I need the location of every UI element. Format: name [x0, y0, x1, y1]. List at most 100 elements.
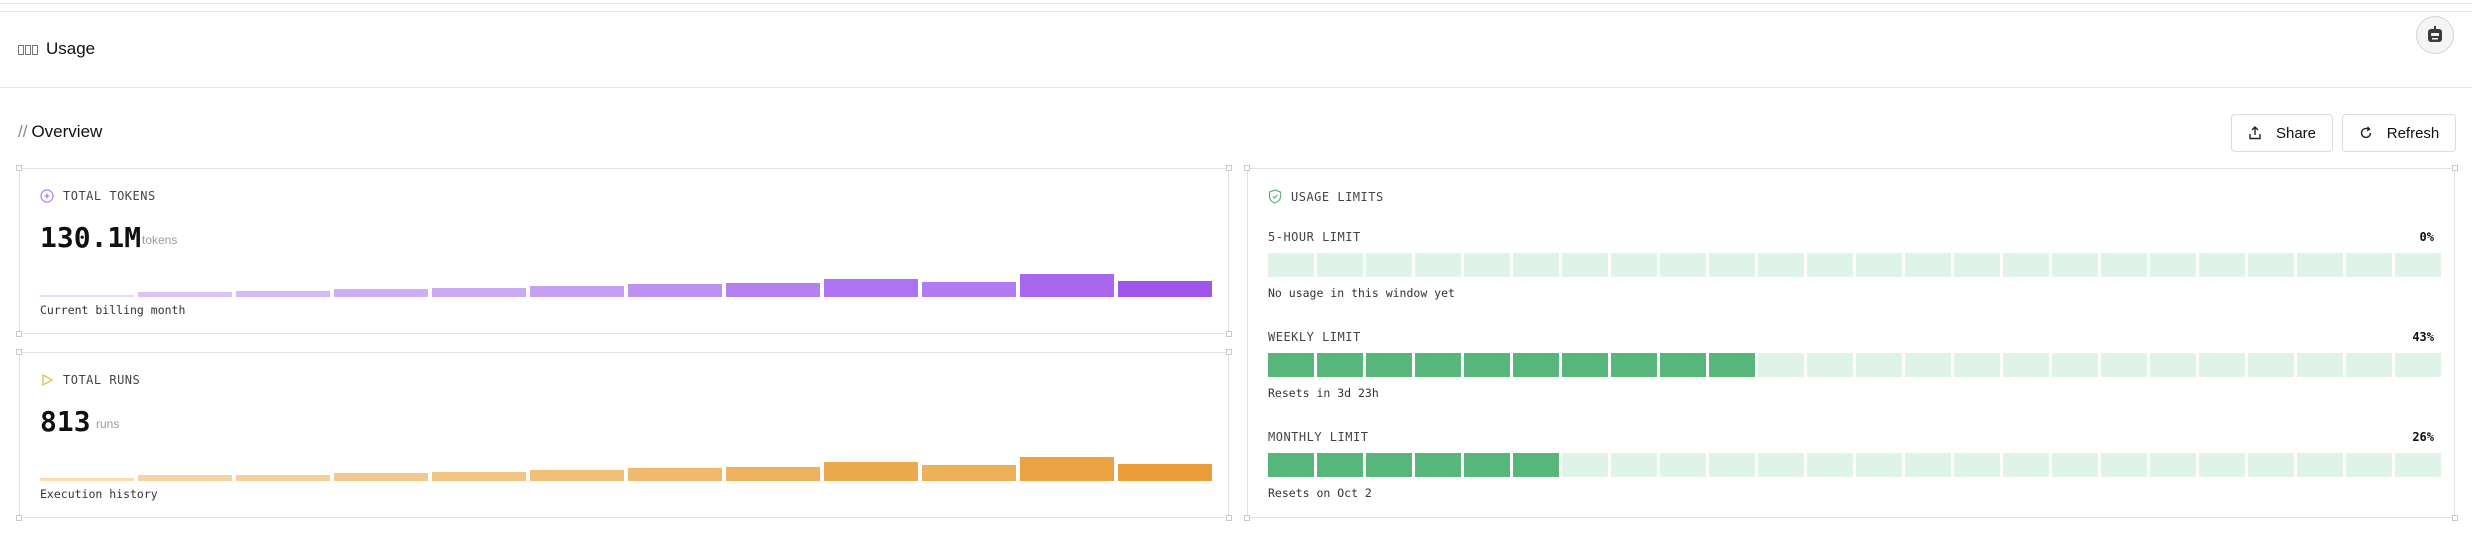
five-hour-limit-meter [1268, 253, 2441, 277]
usage-limits-label-text: USAGE LIMITS [1291, 189, 1384, 204]
total-tokens-value: 130.1M [40, 221, 142, 254]
limit-segment [1366, 353, 1412, 377]
limit-segment [1611, 353, 1657, 377]
limit-segment [1611, 253, 1657, 277]
runs-bar [1118, 464, 1212, 481]
limit-segment [2346, 353, 2392, 377]
usage-limits-card: USAGE LIMITS 5-HOUR LIMIT 0% No usage in… [1244, 165, 2458, 521]
share-button[interactable]: Share [2231, 114, 2333, 152]
limit-segment [2003, 253, 2049, 277]
limit-segment [2003, 453, 2049, 477]
refresh-button[interactable]: Refresh [2342, 114, 2456, 152]
five-hour-limit-label: 5-HOUR LIMIT [1268, 230, 1361, 244]
total-tokens-unit: tokens [142, 233, 178, 247]
limit-segment [1317, 353, 1363, 377]
monthly-limit-label: MONTHLY LIMIT [1268, 430, 1369, 444]
monthly-limit-percent: 26% [2412, 430, 2434, 444]
limit-segment [2101, 353, 2147, 377]
limit-segment [1366, 253, 1412, 277]
limit-segment [1905, 253, 1951, 277]
limit-segment [1807, 453, 1853, 477]
limit-segment [1807, 253, 1853, 277]
runs-bar [138, 475, 232, 481]
tokens-bar [236, 291, 330, 297]
limit-segment [1464, 453, 1510, 477]
limit-segment [1611, 453, 1657, 477]
limit-segment [1317, 453, 1363, 477]
weekly-limit-note: Resets in 3d 23h [1268, 386, 1379, 400]
limit-segment [1856, 453, 1902, 477]
limit-segment [1562, 253, 1608, 277]
book-icon [18, 43, 38, 55]
play-icon [42, 373, 54, 387]
limit-segment [2395, 353, 2441, 377]
total-runs-value: 813 [40, 405, 91, 438]
limit-segment [1758, 353, 1804, 377]
limit-segment [1464, 353, 1510, 377]
tokens-bar [726, 283, 820, 297]
tokens-bar [1118, 281, 1212, 297]
tokens-bar [432, 288, 526, 297]
limit-segment [1562, 453, 1608, 477]
total-tokens-card: TOTAL TOKENS 130.1M tokens Current billi… [16, 165, 1232, 337]
limit-segment [2199, 353, 2245, 377]
limit-segment [2150, 353, 2196, 377]
total-runs-card: TOTAL RUNS 813 runs Execution history [16, 349, 1232, 521]
limit-segment [2297, 453, 2343, 477]
total-runs-unit: runs [96, 417, 120, 431]
limit-segment [1758, 453, 1804, 477]
limit-segment [1464, 253, 1510, 277]
total-runs-sparkbars [40, 456, 1212, 481]
limit-segment [2395, 453, 2441, 477]
user-avatar[interactable] [2416, 16, 2454, 54]
limit-segment [2150, 253, 2196, 277]
limit-segment [2150, 453, 2196, 477]
limit-segment [1317, 253, 1363, 277]
runs-bar [628, 468, 722, 481]
monthly-limit-note: Resets on Oct 2 [1268, 486, 1372, 500]
total-runs-label: TOTAL RUNS [40, 373, 140, 387]
refresh-label: Refresh [2386, 124, 2440, 142]
runs-bar [432, 472, 526, 481]
limit-segment [1562, 353, 1608, 377]
weekly-limit-percent: 43% [2412, 330, 2434, 344]
tokens-bar [40, 295, 134, 297]
limit-segment [2248, 253, 2294, 277]
limit-segment [1415, 453, 1461, 477]
sparkle-circle-icon [40, 189, 54, 203]
page-header: Usage [0, 12, 2472, 86]
limit-segment [1807, 353, 1853, 377]
weekly-limit-label: WEEKLY LIMIT [1268, 330, 1361, 344]
limit-segment [1709, 353, 1755, 377]
tokens-bar [824, 279, 918, 297]
limit-segment [1366, 453, 1412, 477]
refresh-icon [2360, 126, 2371, 139]
limit-segment [1954, 253, 2000, 277]
runs-bar [922, 465, 1016, 481]
total-runs-label-text: TOTAL RUNS [63, 373, 141, 387]
limit-segment [1268, 253, 1314, 277]
limit-segment [2346, 253, 2392, 277]
tokens-bar [334, 289, 428, 297]
share-label: Share [2275, 124, 2317, 142]
total-tokens-label: TOTAL TOKENS [40, 189, 156, 203]
limit-segment [1660, 453, 1706, 477]
total-runs-footnote: Execution history [40, 487, 158, 501]
total-tokens-label-text: TOTAL TOKENS [63, 189, 156, 203]
limit-segment [2052, 453, 2098, 477]
runs-bar [236, 475, 330, 481]
section-prefix: // [18, 122, 28, 141]
top-divider-2 [0, 11, 2472, 12]
limit-segment [1513, 253, 1559, 277]
header-divider [0, 87, 2472, 88]
limit-segment [1856, 253, 1902, 277]
limit-segment [1954, 353, 2000, 377]
limit-segment [2248, 453, 2294, 477]
limit-segment [1268, 453, 1314, 477]
limit-segment [1268, 353, 1314, 377]
tokens-bar [138, 292, 232, 297]
shield-icon [1268, 189, 1282, 204]
robot-avatar-icon [2428, 26, 2442, 42]
limit-segment [2052, 253, 2098, 277]
runs-bar [824, 462, 918, 481]
